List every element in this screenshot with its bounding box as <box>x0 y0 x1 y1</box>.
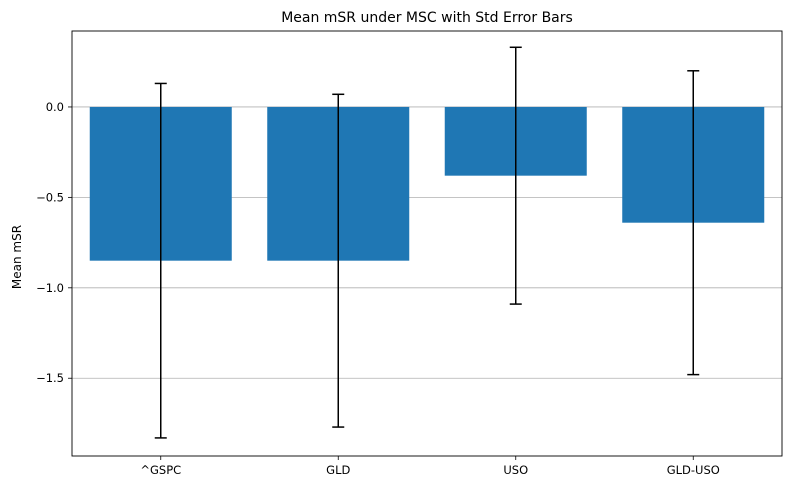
y-axis: 0.0 −0.5 −1.0 −1.5 <box>36 100 72 385</box>
error-bar <box>332 93 345 428</box>
y-tick-label: 0.0 <box>46 100 64 114</box>
x-tick-label: GLD-USO <box>667 463 720 477</box>
error-bar <box>687 70 700 376</box>
error-bar <box>154 82 167 439</box>
plot-frame <box>71 30 783 457</box>
bars-group <box>89 106 765 261</box>
x-tick-label: ^GSPC <box>140 463 181 477</box>
y-axis-label: Mean mSR <box>10 225 24 289</box>
error-bars-group <box>154 46 700 439</box>
x-tick-label: USO <box>503 463 528 477</box>
x-axis: ^GSPC GLD USO GLD-USO <box>140 456 720 477</box>
x-tick-label: GLD <box>326 463 350 477</box>
error-bar <box>509 46 522 305</box>
chart-title: Mean mSR under MSC with Std Error Bars <box>281 10 573 26</box>
y-tick-label: −0.5 <box>36 190 64 204</box>
y-tick-label: −1.5 <box>36 371 64 385</box>
y-tick-label: −1.0 <box>36 281 64 295</box>
